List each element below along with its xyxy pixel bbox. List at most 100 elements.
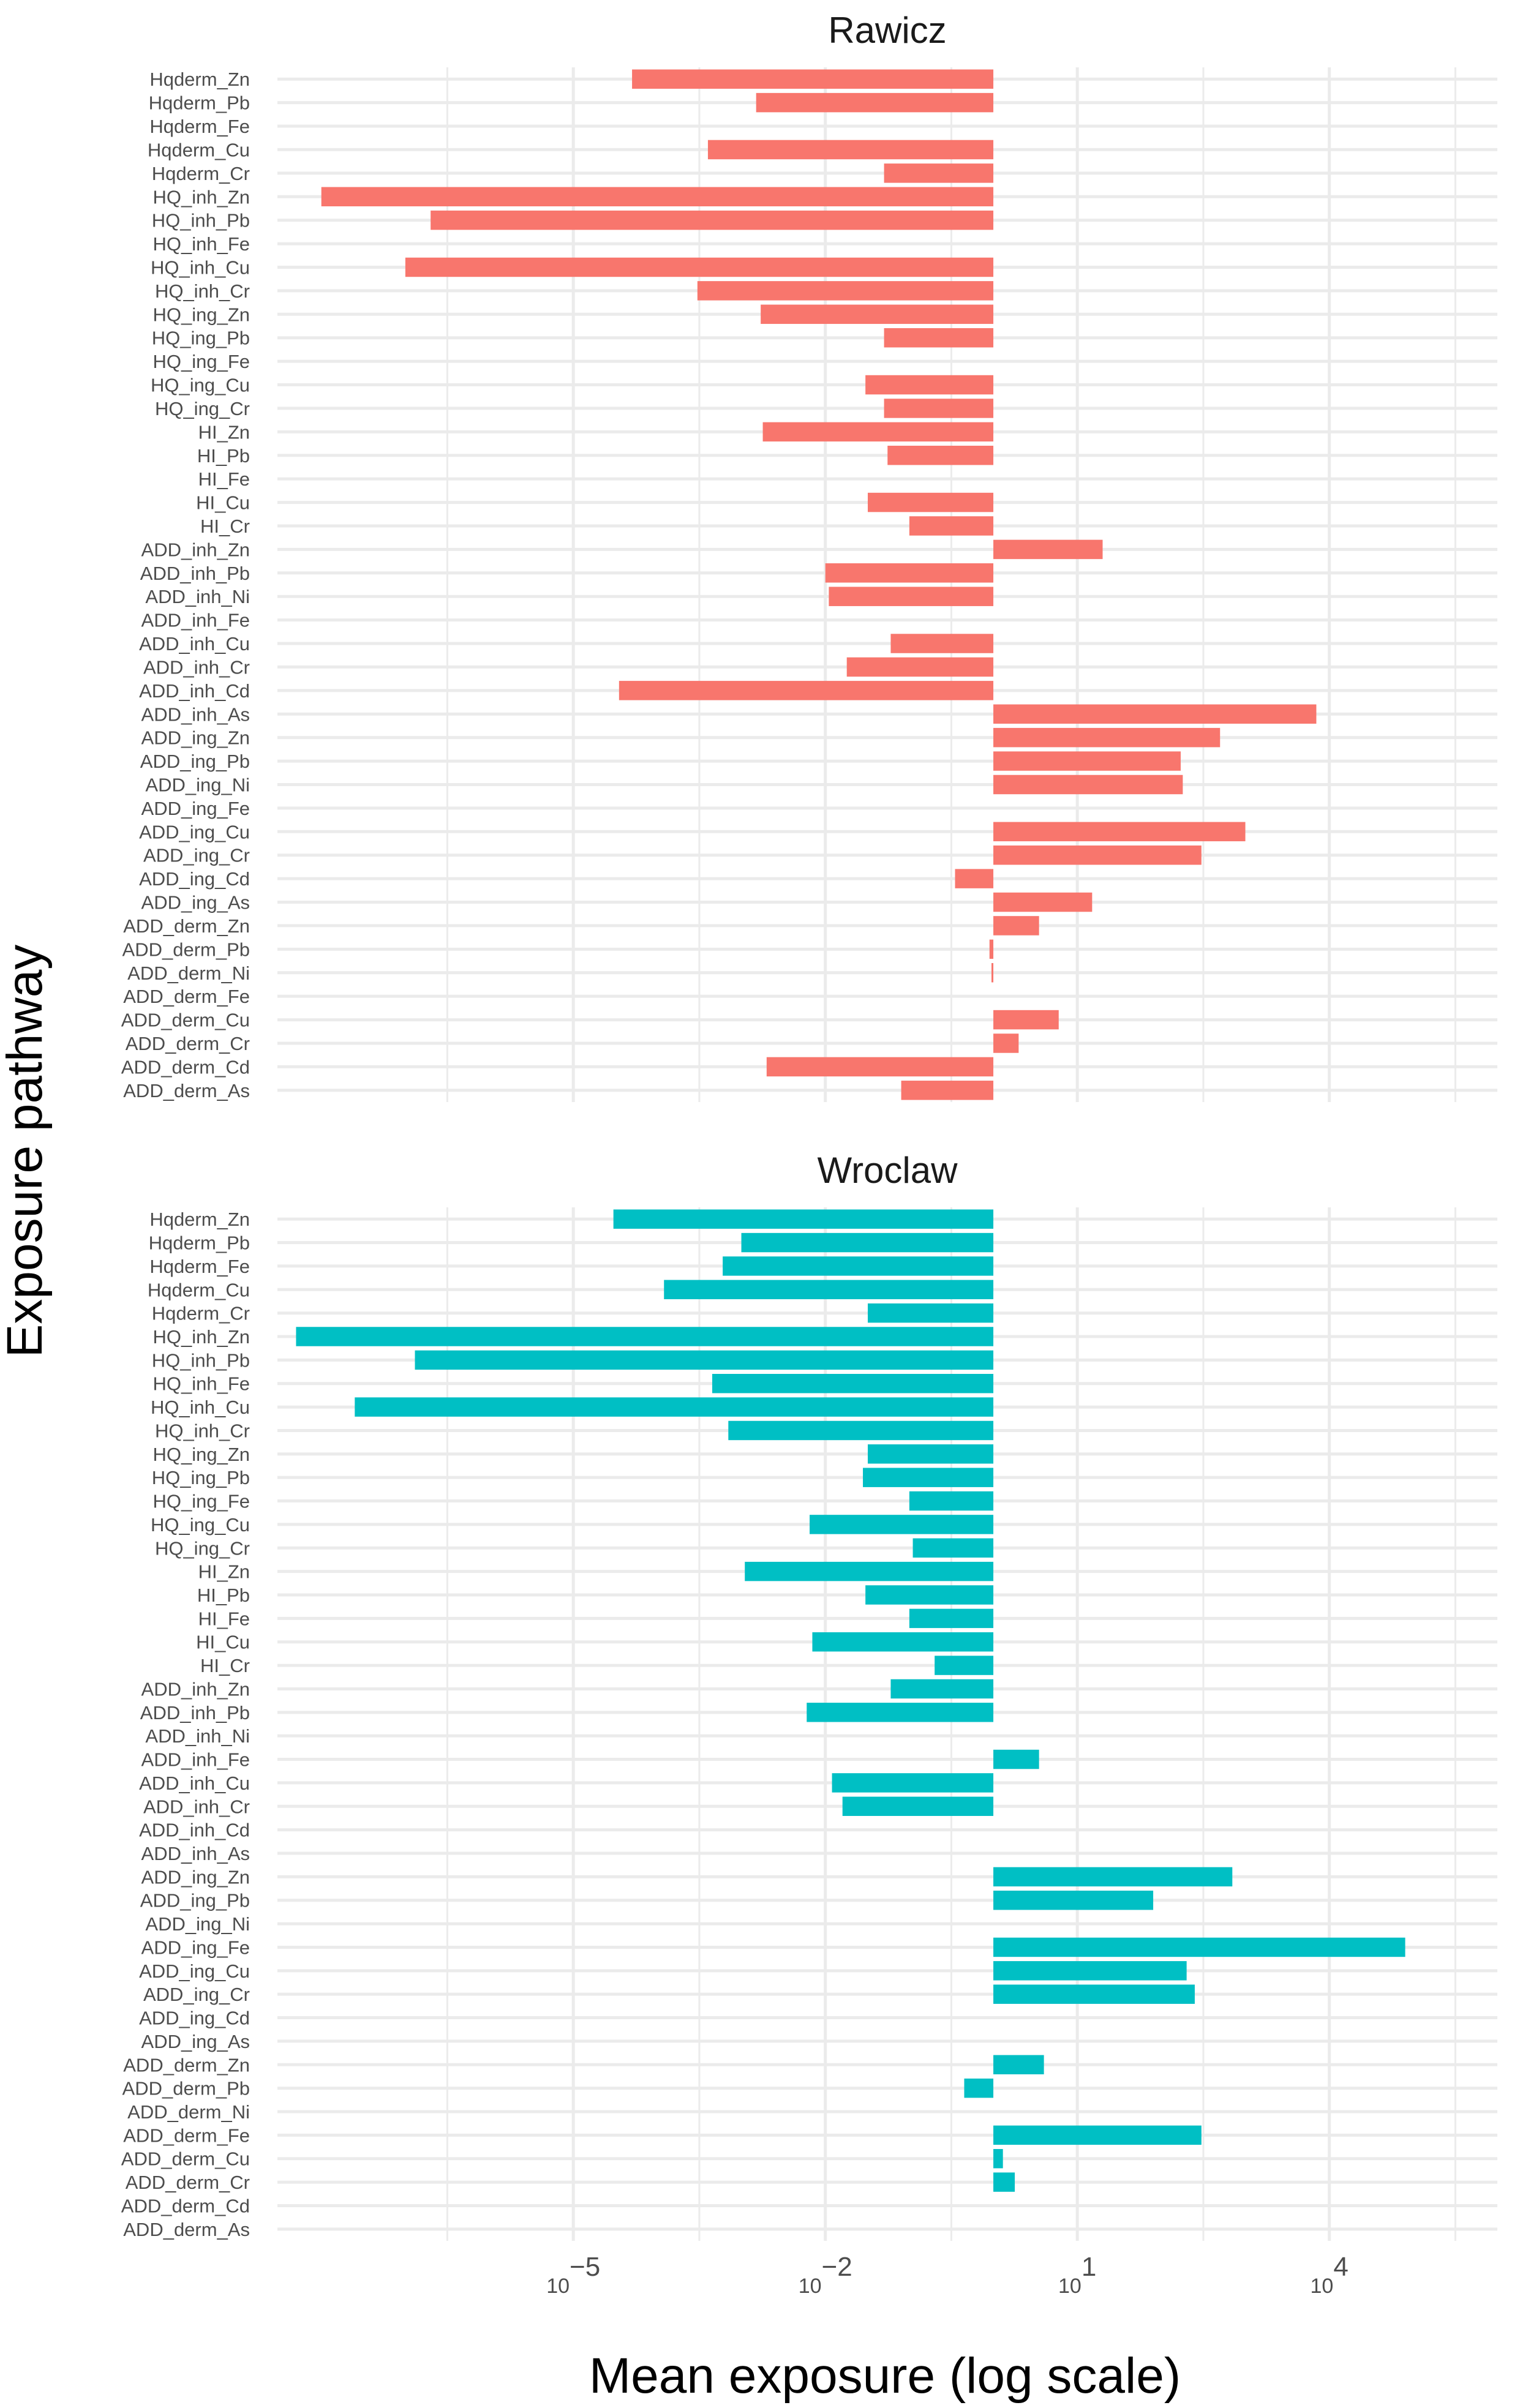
bar-hi-cr [909, 516, 994, 536]
category-label: ADD_ing_Ni [145, 774, 250, 795]
bar-add-inh-zn [890, 1679, 994, 1699]
panels: RawiczHqderm_ZnHqderm_PbHqderm_FeHqderm_… [121, 10, 1497, 2241]
category-label: ADD_derm_Cr [126, 2172, 250, 2193]
bar-hq-inh-cr [728, 1420, 994, 1441]
bar-hq-inh-pb [431, 210, 994, 230]
bar-hi-cu [812, 1632, 994, 1652]
bar-hq-ing-cr [912, 1538, 994, 1558]
category-label: HQ_inh_Pb [152, 210, 250, 231]
category-label: HQ_ing_Zn [152, 304, 250, 325]
bar-hqderm-pb [741, 1232, 994, 1253]
category-label: ADD_inh_As [141, 1843, 250, 1864]
x-tick-label: 10−2 [799, 2252, 852, 2298]
category-label: HQ_ing_Fe [152, 351, 250, 372]
category-label: HQ_inh_Cu [151, 257, 250, 278]
panel-wroclaw: WroclawHqderm_ZnHqderm_PbHqderm_FeHqderm… [121, 1150, 1497, 2241]
category-label: ADD_ing_Zn [141, 727, 250, 749]
bar-hi-zn [745, 1561, 994, 1581]
bar-hq-inh-cu [405, 257, 994, 277]
category-label: ADD_inh_Cu [139, 1772, 250, 1794]
category-label: HQ_inh_Cu [151, 1397, 250, 1418]
category-label: HI_Fe [198, 468, 250, 490]
y-axis-title: Exposure pathway [0, 945, 53, 1358]
category-label: HQ_inh_Zn [152, 186, 250, 208]
bar-add-inh-cu [890, 634, 994, 653]
category-label: ADD_inh_Ni [145, 586, 250, 607]
category-label: ADD_derm_Zn [123, 2054, 250, 2076]
bar-hq-inh-zn [296, 1327, 994, 1346]
category-label: ADD_ing_Cu [139, 1960, 250, 1982]
bar-hq-inh-zn [321, 187, 994, 206]
bar-add-ing-pb [993, 751, 1181, 771]
category-label: ADD_derm_Fe [123, 986, 250, 1007]
category-label: HQ_inh_Zn [152, 1326, 250, 1348]
category-label: ADD_inh_Fe [141, 610, 250, 631]
category-label: HQ_ing_Zn [152, 1444, 250, 1465]
bar-hq-ing-cu [810, 1515, 994, 1534]
bar-hq-inh-pb [415, 1350, 994, 1370]
bar-add-ing-zn [993, 727, 1221, 748]
category-label: HQ_inh_Pb [152, 1349, 250, 1371]
category-label: HQ_inh_Fe [152, 233, 250, 255]
category-label: ADD_inh_Zn [141, 539, 250, 560]
bar-hi-cr [935, 1656, 994, 1675]
category-label: ADD_ing_Zn [141, 1866, 250, 1888]
bar-add-inh-pb [825, 563, 994, 583]
category-label: HI_Pb [197, 445, 250, 467]
bar-add-derm-fe [993, 2125, 1202, 2145]
category-label: Hqderm_Cu [148, 1279, 250, 1300]
bar-add-derm-pb [964, 2078, 994, 2098]
bar-add-derm-cu [993, 1010, 1059, 1030]
category-label: HQ_inh_Cr [155, 280, 250, 302]
bar-add-derm-ni [991, 963, 994, 983]
category-label: Hqderm_Pb [149, 1232, 250, 1254]
category-label: HQ_ing_Pb [152, 1467, 250, 1488]
bar-hq-ing-fe [909, 1491, 994, 1511]
bar-add-ing-ni [993, 775, 1183, 795]
category-label: HI_Cu [196, 1632, 250, 1653]
bar-hi-zn [762, 422, 994, 442]
x-axis-title: Mean exposure (log scale) [589, 2348, 1181, 2404]
category-label: ADD_inh_Cr [143, 656, 250, 678]
category-label: Hqderm_Cu [148, 139, 250, 160]
category-label: ADD_inh_Zn [141, 1678, 250, 1700]
category-label: ADD_inh_Cu [139, 633, 250, 655]
category-label: ADD_derm_As [123, 2219, 250, 2240]
category-label: ADD_derm_Cr [126, 1033, 250, 1054]
category-label: HI_Pb [197, 1585, 250, 1606]
category-label: HI_Cu [196, 492, 250, 514]
category-label: Hqderm_Zn [149, 69, 250, 90]
bar-hq-inh-cu [355, 1397, 994, 1417]
bar-add-inh-fe [993, 1749, 1039, 1769]
category-label: HQ_ing_Cu [151, 375, 250, 396]
x-tick-label: 10−5 [546, 2252, 600, 2298]
category-label: ADD_derm_Cd [121, 2195, 250, 2216]
bar-add-ing-cd [955, 869, 994, 888]
category-label: ADD_ing_Fe [141, 798, 250, 819]
bar-add-inh-as [993, 704, 1317, 724]
category-label: ADD_derm_Pb [122, 2078, 250, 2099]
panel-rawicz: RawiczHqderm_ZnHqderm_PbHqderm_FeHqderm_… [121, 10, 1497, 1102]
category-label: ADD_ing_As [141, 2031, 250, 2052]
bar-add-inh-cu [832, 1773, 994, 1793]
category-label: ADD_ing_Cr [143, 1984, 250, 2005]
bar-hq-ing-cr [884, 399, 994, 418]
bar-hqderm-zn [632, 69, 994, 89]
category-label: ADD_ing_Ni [145, 1913, 250, 1935]
category-label: HQ_inh_Fe [152, 1373, 250, 1395]
category-label: ADD_derm_Pb [122, 939, 250, 960]
category-label: HQ_ing_Pb [152, 328, 250, 349]
x-tick-label: 104 [1311, 2252, 1349, 2298]
category-label: Hqderm_Pb [149, 92, 250, 114]
bar-add-inh-pb [807, 1703, 994, 1722]
bar-hqderm-cu [707, 140, 994, 160]
category-label: Hqderm_Fe [149, 1256, 250, 1277]
category-label: ADD_ing_Cr [143, 845, 250, 866]
category-label: ADD_inh_Cd [139, 1820, 250, 1841]
x-tick-label: 101 [1058, 2252, 1096, 2298]
bar-add-ing-cr [993, 845, 1202, 865]
category-label: ADD_ing_As [141, 892, 250, 913]
category-label: ADD_ing_Cu [139, 821, 250, 842]
bar-hq-ing-pb [863, 1468, 994, 1487]
category-label: HQ_ing_Cr [155, 1537, 250, 1559]
